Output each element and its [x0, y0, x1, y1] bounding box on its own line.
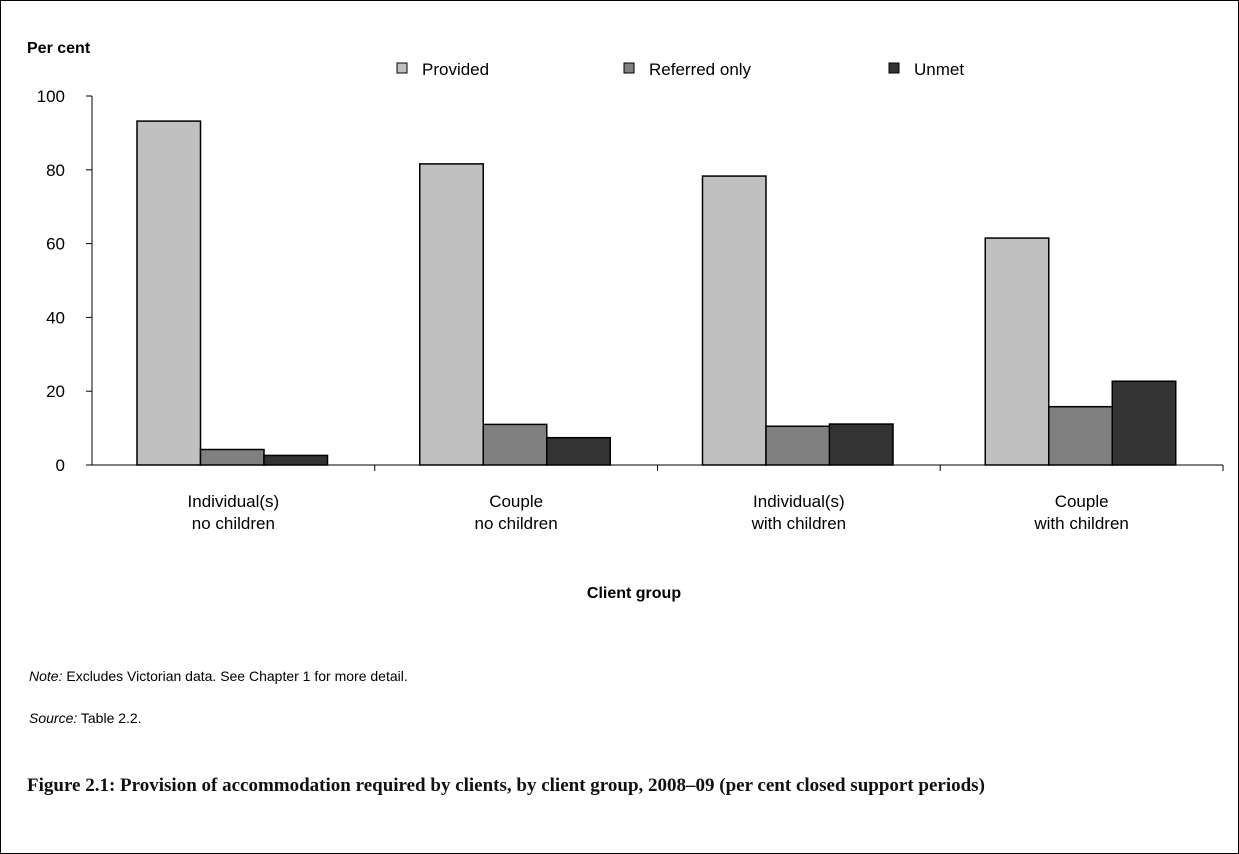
bar-provided-1: [136, 120, 202, 466]
bars: [136, 120, 1177, 466]
x-tick-label: Individual(s) with children: [751, 492, 847, 533]
x-axis-label: Client group: [587, 585, 681, 602]
y-tick-label: 100: [37, 87, 65, 106]
bar-unmet-3: [828, 423, 894, 466]
legend-swatch: [888, 62, 900, 74]
bar-provided-2: [419, 163, 484, 466]
source-label: Source:: [29, 710, 78, 726]
bar-unmet-1: [263, 454, 329, 466]
legend-label: Unmet: [914, 60, 964, 79]
y-tick-label: 80: [46, 161, 65, 180]
legend-label: Provided: [422, 60, 489, 79]
note-text: Excludes Victorian data. See Chapter 1 f…: [62, 668, 408, 684]
figure-caption: Figure 2.1: Provision of accommodation r…: [27, 775, 985, 796]
bar-referred-only-4: [1048, 405, 1113, 466]
note-label: Note:: [29, 668, 63, 684]
legend-item: Referred only: [623, 60, 752, 79]
legend: Provided Referred only Unmet: [396, 60, 964, 79]
y-tick-label: 40: [46, 308, 65, 327]
bar-provided-3: [701, 175, 767, 466]
bar-referred-only-2: [482, 423, 548, 466]
legend-item: Unmet: [888, 60, 964, 79]
x-tick-label: Couple with children: [1033, 492, 1129, 533]
y-tick-label: 0: [56, 456, 65, 475]
y-tick-label: 60: [46, 235, 65, 254]
bar-chart: Per cent Client group Provided Referred o…: [27, 40, 1224, 602]
x-tick-label: Individual(s) no children: [188, 492, 280, 533]
legend-label: Referred only: [649, 60, 752, 79]
x-tick-labels: Individual(s) no children Couple no childre…: [188, 492, 1129, 533]
legend-item: Provided: [396, 60, 489, 79]
bar-provided-4: [984, 237, 1050, 466]
source-text: Table 2.2.: [77, 710, 142, 726]
bar-unmet-4: [1111, 380, 1177, 466]
legend-swatch: [396, 62, 408, 74]
y-axis-label: Per cent: [27, 40, 91, 57]
bar-unmet-2: [546, 436, 611, 466]
bar-referred-only-1: [199, 448, 265, 466]
bar-referred-only-3: [765, 425, 831, 466]
source: Source: Table 2.2.: [29, 710, 142, 726]
y-tick-label: 20: [46, 382, 65, 401]
x-tick-label: Couple no children: [475, 492, 558, 533]
note: Note: Excludes Victorian data. See Chapt…: [29, 668, 408, 684]
legend-swatch: [623, 62, 635, 74]
